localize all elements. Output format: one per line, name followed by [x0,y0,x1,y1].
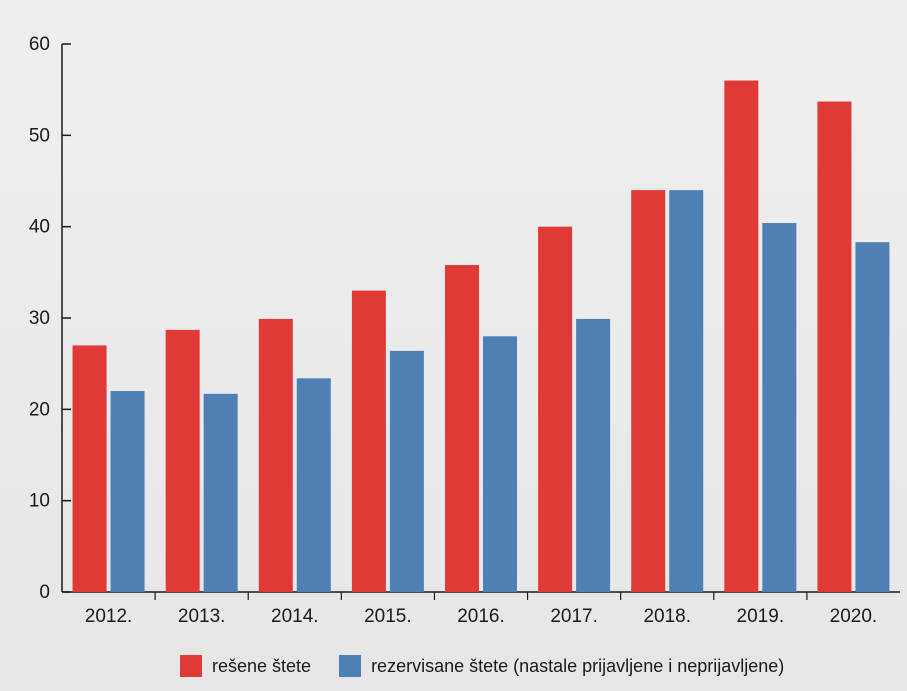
bar-rezervisane-2017 [576,318,611,592]
legend-swatch-rezervisane [339,655,362,677]
legend-item-rezervisane: rezervisane štete (nastale prijavljene i… [339,655,784,677]
bar-resene-2017 [538,226,573,592]
y-tick-label: 20 [29,399,50,420]
legend: rešene štete rezervisane štete (nastale … [180,652,784,680]
bar-resene-2018 [631,190,666,592]
bar-rezervisane-2014 [296,378,331,592]
bar-rezervisane-2018 [669,190,704,592]
bar-rezervisane-2019 [762,223,797,592]
bar-rezervisane-2012 [110,391,145,592]
bar-resene-2016 [445,265,479,592]
plot-area: 0 10 20 30 40 50 60 2012. 2013. 2014. 2015. 2016. 20… [29,34,900,627]
x-tick-label: 2017. [550,606,598,627]
bar-resene-2020 [817,101,852,592]
x-tick-label: 2012. [85,606,133,627]
x-tick-label: 2013. [178,606,226,627]
legend-item-resene: rešene štete [180,655,311,677]
x-tick-label: 2019. [737,606,785,627]
bar-rezervisane-2015 [389,350,424,592]
bar-resene-2019 [724,80,759,593]
y-tick-label: 60 [29,34,50,55]
x-tick-label: 2015. [364,606,412,627]
bar-resene-2012 [72,345,107,592]
y-tick-label: 0 [39,582,50,603]
y-tick-label: 40 [29,217,50,238]
bar-resene-2015 [351,290,386,592]
legend-label-rezervisane: rezervisane štete (nastale prijavljene i… [371,655,785,676]
legend-label-resene: rešene štete [212,655,312,676]
x-tick-label: 2014. [271,606,319,627]
bar-resene-2013 [165,329,200,592]
y-tick-label: 10 [29,491,50,512]
bar-rezervisane-2020 [855,242,890,592]
y-tick-label: 30 [29,308,50,329]
y-tick-label: 50 [29,125,50,146]
legend-swatch-resene [180,655,202,677]
bar-rezervisane-2013 [203,393,238,592]
x-tick-label: 2020. [830,606,878,627]
x-tick-label: 2018. [643,606,691,627]
bar-resene-2014 [258,318,293,592]
bar-rezervisane-2016 [483,336,517,592]
x-tick-label: 2016. [457,606,505,627]
